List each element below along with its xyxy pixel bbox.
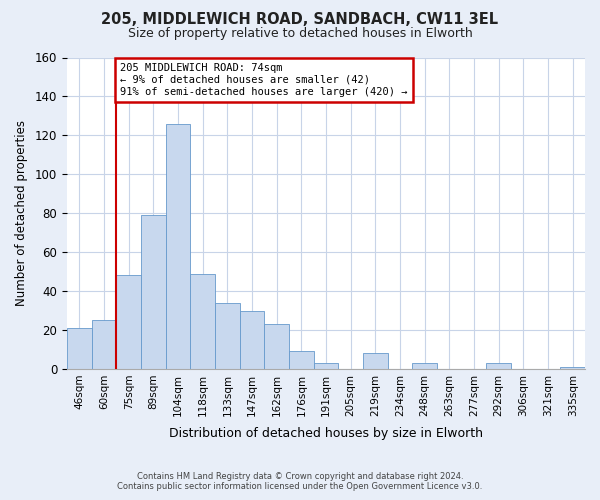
Bar [314,363,338,369]
Bar [487,363,511,369]
Text: Size of property relative to detached houses in Elworth: Size of property relative to detached ho… [128,28,472,40]
Bar [67,328,92,369]
Bar [363,354,388,369]
Bar [412,363,437,369]
Bar [190,274,215,369]
X-axis label: Distribution of detached houses by size in Elworth: Distribution of detached houses by size … [169,427,483,440]
Bar [116,276,141,369]
Bar [560,367,585,369]
Bar [215,302,239,369]
Bar [289,352,314,369]
Bar [92,320,116,369]
Text: 205 MIDDLEWICH ROAD: 74sqm
← 9% of detached houses are smaller (42)
91% of semi-: 205 MIDDLEWICH ROAD: 74sqm ← 9% of detac… [120,64,407,96]
Bar [239,310,265,369]
Bar [166,124,190,369]
Bar [265,324,289,369]
Bar [141,215,166,369]
Y-axis label: Number of detached properties: Number of detached properties [15,120,28,306]
Text: 205, MIDDLEWICH ROAD, SANDBACH, CW11 3EL: 205, MIDDLEWICH ROAD, SANDBACH, CW11 3EL [101,12,499,28]
Text: Contains HM Land Registry data © Crown copyright and database right 2024.
Contai: Contains HM Land Registry data © Crown c… [118,472,482,491]
